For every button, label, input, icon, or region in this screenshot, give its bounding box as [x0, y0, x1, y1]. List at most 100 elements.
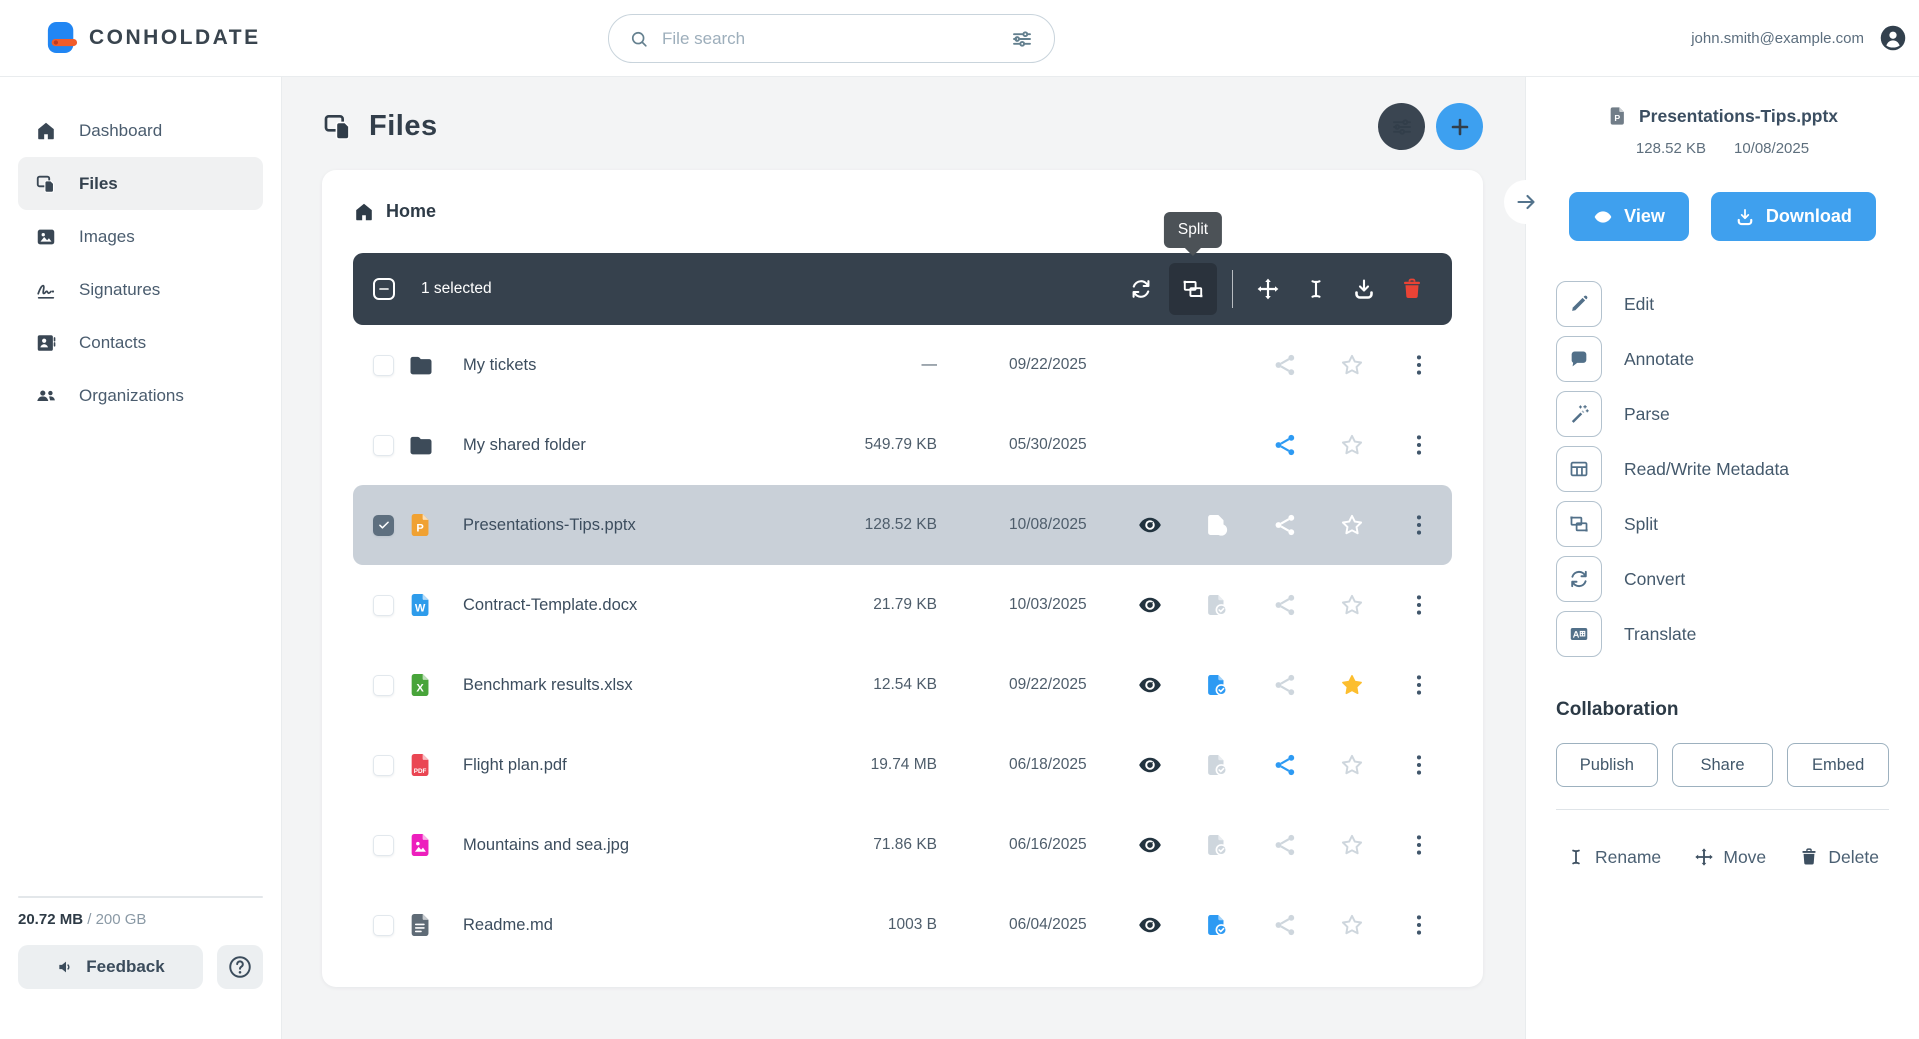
favorite-button[interactable] [1339, 592, 1365, 618]
row-checkbox[interactable] [373, 435, 394, 456]
breadcrumb[interactable]: Home [353, 170, 1452, 253]
row-menu-button[interactable] [1406, 672, 1432, 698]
move-button[interactable] [1248, 265, 1288, 313]
share-button[interactable] [1272, 352, 1298, 378]
favorite-button[interactable] [1339, 432, 1365, 458]
share-button[interactable] [1272, 912, 1298, 938]
row-menu-button[interactable] [1406, 832, 1432, 858]
file-row[interactable]: PDFFlight plan.pdf19.74 MB06/18/2025 [353, 725, 1452, 805]
sidebar-item-dashboard[interactable]: Dashboard [18, 104, 263, 157]
action-edit[interactable]: Edit [1556, 281, 1889, 327]
favorite-button[interactable] [1339, 912, 1365, 938]
rename-button[interactable] [1296, 265, 1336, 313]
sidebar-item-signatures[interactable]: Signatures [18, 263, 263, 316]
move-link[interactable]: Move [1694, 847, 1766, 868]
convert-button[interactable] [1121, 265, 1161, 313]
sidebar-item-images[interactable]: Images [18, 210, 263, 263]
file-status-button[interactable] [1204, 832, 1230, 858]
share-button[interactable] [1272, 512, 1298, 538]
row-menu-button[interactable] [1406, 592, 1432, 618]
row-menu-button[interactable] [1406, 352, 1432, 378]
favorite-button[interactable] [1339, 512, 1365, 538]
action-split[interactable]: Split [1556, 501, 1889, 547]
row-checkbox[interactable] [373, 595, 394, 616]
row-checkbox[interactable] [373, 355, 394, 376]
share-button[interactable] [1272, 672, 1298, 698]
feedback-button[interactable]: Feedback [18, 945, 203, 989]
file-search-bar[interactable] [608, 14, 1055, 63]
favorite-button[interactable] [1339, 752, 1365, 778]
file-name[interactable]: Contract-Template.docx [463, 596, 797, 615]
file-row[interactable]: PPresentations-Tips.pptx128.52 KB10/08/2… [353, 485, 1452, 565]
share-button[interactable]: Share [1672, 743, 1774, 787]
action-translate[interactable]: Translate [1556, 611, 1889, 657]
file-name[interactable]: My tickets [463, 356, 797, 375]
row-menu-button[interactable] [1406, 912, 1432, 938]
action-convert[interactable]: Convert [1556, 556, 1889, 602]
row-checkbox[interactable] [373, 675, 394, 696]
favorite-button[interactable] [1339, 672, 1365, 698]
action-annotate[interactable]: Annotate [1556, 336, 1889, 382]
file-status-button[interactable] [1204, 672, 1230, 698]
delete-link[interactable]: Delete [1799, 847, 1879, 868]
preview-button[interactable] [1137, 512, 1163, 538]
file-row[interactable]: Readme.md1003 B06/04/2025 [353, 885, 1452, 965]
file-status-button[interactable] [1204, 912, 1230, 938]
file-status-button[interactable] [1204, 512, 1230, 538]
avatar[interactable] [1879, 24, 1907, 52]
file-name[interactable]: Benchmark results.xlsx [463, 676, 797, 695]
delete-button[interactable] [1392, 265, 1432, 313]
download-button[interactable] [1344, 265, 1384, 313]
share-button[interactable] [1272, 752, 1298, 778]
help-button[interactable] [217, 945, 263, 989]
select-all-checkbox[interactable] [373, 278, 395, 300]
file-row[interactable]: My tickets—09/22/2025 [353, 325, 1452, 405]
search-filters-icon[interactable] [1010, 27, 1034, 51]
sidebar-item-files[interactable]: Files [18, 157, 263, 210]
favorite-button[interactable] [1339, 352, 1365, 378]
rename-link[interactable]: Rename [1566, 847, 1661, 868]
action-parse[interactable]: Parse [1556, 391, 1889, 437]
sidebar-item-organizations[interactable]: Organizations [18, 369, 263, 422]
embed-button[interactable]: Embed [1787, 743, 1889, 787]
preview-button[interactable] [1137, 592, 1163, 618]
preview-button[interactable] [1137, 672, 1163, 698]
share-button[interactable] [1272, 592, 1298, 618]
row-menu-button[interactable] [1406, 432, 1432, 458]
file-name[interactable]: Readme.md [463, 916, 797, 935]
table-icon [1568, 458, 1590, 480]
preview-button[interactable] [1137, 832, 1163, 858]
share-button[interactable] [1272, 432, 1298, 458]
row-menu-button[interactable] [1406, 512, 1432, 538]
file-name[interactable]: Presentations-Tips.pptx [463, 516, 797, 535]
file-name[interactable]: My shared folder [463, 436, 797, 455]
view-button[interactable]: View [1569, 192, 1689, 241]
preview-button[interactable] [1137, 912, 1163, 938]
split-button[interactable]: Split [1169, 263, 1217, 315]
share-button[interactable] [1272, 832, 1298, 858]
action-read-write-metadata[interactable]: Read/Write Metadata [1556, 446, 1889, 492]
sidebar-item-contacts[interactable]: Contacts [18, 316, 263, 369]
add-button[interactable] [1436, 103, 1483, 150]
search-input[interactable] [662, 29, 997, 49]
row-checkbox[interactable] [373, 515, 394, 536]
row-checkbox[interactable] [373, 915, 394, 936]
row-checkbox[interactable] [373, 755, 394, 776]
file-row[interactable]: Mountains and sea.jpg71.86 KB06/16/2025 [353, 805, 1452, 885]
favorite-button[interactable] [1339, 832, 1365, 858]
file-name[interactable]: Mountains and sea.jpg [463, 836, 797, 855]
preview-button[interactable] [1137, 752, 1163, 778]
file-name[interactable]: Flight plan.pdf [463, 756, 797, 775]
brand-logo[interactable]: CONHOLDATE [0, 20, 282, 56]
file-status-button[interactable] [1204, 752, 1230, 778]
file-row[interactable]: WContract-Template.docx21.79 KB10/03/202… [353, 565, 1452, 645]
download-button[interactable]: Download [1711, 192, 1876, 241]
file-status-button[interactable] [1204, 592, 1230, 618]
row-menu-button[interactable] [1406, 752, 1432, 778]
file-row[interactable]: XBenchmark results.xlsx12.54 KB09/22/202… [353, 645, 1452, 725]
file-row[interactable]: My shared folder549.79 KB05/30/2025 [353, 405, 1452, 485]
row-checkbox[interactable] [373, 835, 394, 856]
collapse-panel-button[interactable] [1504, 180, 1548, 224]
publish-button[interactable]: Publish [1556, 743, 1658, 787]
view-options-button[interactable] [1378, 103, 1425, 150]
